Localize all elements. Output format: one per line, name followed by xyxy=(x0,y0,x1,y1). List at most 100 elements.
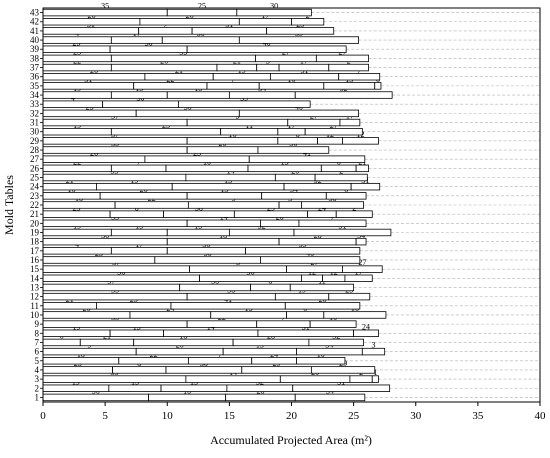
bar-segment xyxy=(238,36,359,44)
bar-segment xyxy=(374,82,382,90)
bar-segment xyxy=(284,302,361,310)
bars: 3618283419151532313314202123838292918227… xyxy=(42,2,393,402)
y-tick-label: 37 xyxy=(30,63,40,73)
y-tick-label: 41 xyxy=(30,26,39,36)
bar-segment xyxy=(335,210,373,218)
x-tick-label: 5 xyxy=(102,410,108,422)
y-axis-title: Mold Tables xyxy=(2,175,16,235)
bar-segment xyxy=(294,393,366,402)
y-tick-label: 20 xyxy=(30,218,40,228)
bar-segment xyxy=(292,384,391,392)
y-tick-label: 2 xyxy=(35,383,40,393)
y-tick-label: 42 xyxy=(30,17,39,27)
y-tick-label: 13 xyxy=(30,282,40,292)
y-tick-label: 43 xyxy=(30,8,40,18)
y-tick-label: 25 xyxy=(30,173,40,183)
segment-label: 1 xyxy=(373,368,377,377)
y-tick-label: 21 xyxy=(30,209,39,219)
segment-label: 27 xyxy=(358,258,366,267)
bar-segment xyxy=(238,109,359,118)
bar-segment xyxy=(325,192,367,200)
y-tick-label: 31 xyxy=(30,118,39,128)
bar-segment xyxy=(248,155,366,163)
segment-label: 35 xyxy=(101,2,109,11)
bar-segment xyxy=(266,27,335,35)
x-tick-label: 40 xyxy=(535,410,547,422)
y-tick-label: 29 xyxy=(30,136,40,146)
y-tick-label: 36 xyxy=(30,72,40,82)
bar-segment xyxy=(338,73,381,81)
y-tick-label: 9 xyxy=(35,319,40,329)
x-tick-label: 20 xyxy=(286,410,298,422)
bar-segment xyxy=(315,54,369,63)
bar-segment xyxy=(342,265,383,273)
y-tick-label: 18 xyxy=(30,237,40,247)
bar-segment xyxy=(178,100,311,108)
y-tick-label: 24 xyxy=(30,182,40,192)
bar-segment xyxy=(314,173,368,182)
bar-segment xyxy=(260,256,361,264)
y-tick-label: 3 xyxy=(35,374,40,384)
segment-label: 30 xyxy=(270,2,278,11)
x-tick-label: 10 xyxy=(162,410,174,422)
bar-segment xyxy=(293,228,392,237)
y-tick-label: 32 xyxy=(30,108,39,118)
bar-segment xyxy=(344,274,373,283)
x-tick-label: 25 xyxy=(348,410,360,422)
bar-segment xyxy=(236,8,312,17)
y-tick-label: 7 xyxy=(35,337,40,347)
bar-segment xyxy=(298,219,367,228)
bar-segment xyxy=(361,347,386,356)
y-tick-label: 33 xyxy=(30,99,40,109)
y-tick-label: 38 xyxy=(30,53,40,63)
x-tick-label: 30 xyxy=(410,410,422,422)
axes: 1234567891011121314151617181920212223242… xyxy=(30,7,547,422)
x-tick-label: 35 xyxy=(472,410,484,422)
y-tick-label: 23 xyxy=(30,191,40,201)
y-tick-label: 15 xyxy=(30,264,40,274)
y-tick-label: 22 xyxy=(30,200,39,210)
segment-label: 3 xyxy=(372,341,376,350)
segment-label: 25 xyxy=(198,2,206,11)
y-tick-label: 30 xyxy=(30,127,40,137)
y-tick-label: 26 xyxy=(30,163,40,173)
bar-segment xyxy=(294,91,393,99)
y-tick-label: 35 xyxy=(30,81,40,91)
bar-segment xyxy=(342,137,379,145)
bar-segment xyxy=(355,237,367,246)
x-axis-title: Accumulated Projected Area (m²) xyxy=(210,433,372,447)
y-tick-label: 1 xyxy=(35,392,40,402)
y-tick-label: 5 xyxy=(35,356,40,366)
bar-segment xyxy=(328,292,371,301)
bar-segment xyxy=(339,118,361,127)
bar-segment xyxy=(310,366,376,374)
y-tick-label: 11 xyxy=(30,301,39,311)
bar-segment xyxy=(296,357,346,365)
bar-segment xyxy=(328,63,369,72)
bar-segment xyxy=(289,283,355,292)
y-tick-label: 34 xyxy=(30,90,40,100)
y-tick-label: 6 xyxy=(35,347,40,357)
y-tick-label: 40 xyxy=(30,35,40,45)
bar-segment xyxy=(301,201,364,209)
y-tick-label: 19 xyxy=(30,227,40,237)
bar-segment xyxy=(308,338,364,347)
bar-segment xyxy=(371,375,379,383)
bar-segment xyxy=(304,127,363,136)
y-tick-label: 10 xyxy=(30,310,40,320)
bar-segment xyxy=(186,45,347,53)
y-tick-label: 12 xyxy=(30,292,39,302)
bar-segment xyxy=(245,247,361,255)
bar-segment xyxy=(309,320,357,328)
y-tick-label: 4 xyxy=(35,365,40,375)
y-tick-label: 27 xyxy=(30,154,40,164)
y-tick-label: 16 xyxy=(30,255,40,265)
y-tick-label: 28 xyxy=(30,145,40,155)
bar-segment xyxy=(257,146,330,154)
bar-segment xyxy=(323,311,387,319)
y-tick-label: 8 xyxy=(35,328,40,338)
x-tick-label: 0 xyxy=(40,410,46,422)
bar-segment xyxy=(291,18,325,26)
segment-label: 24 xyxy=(362,322,370,331)
